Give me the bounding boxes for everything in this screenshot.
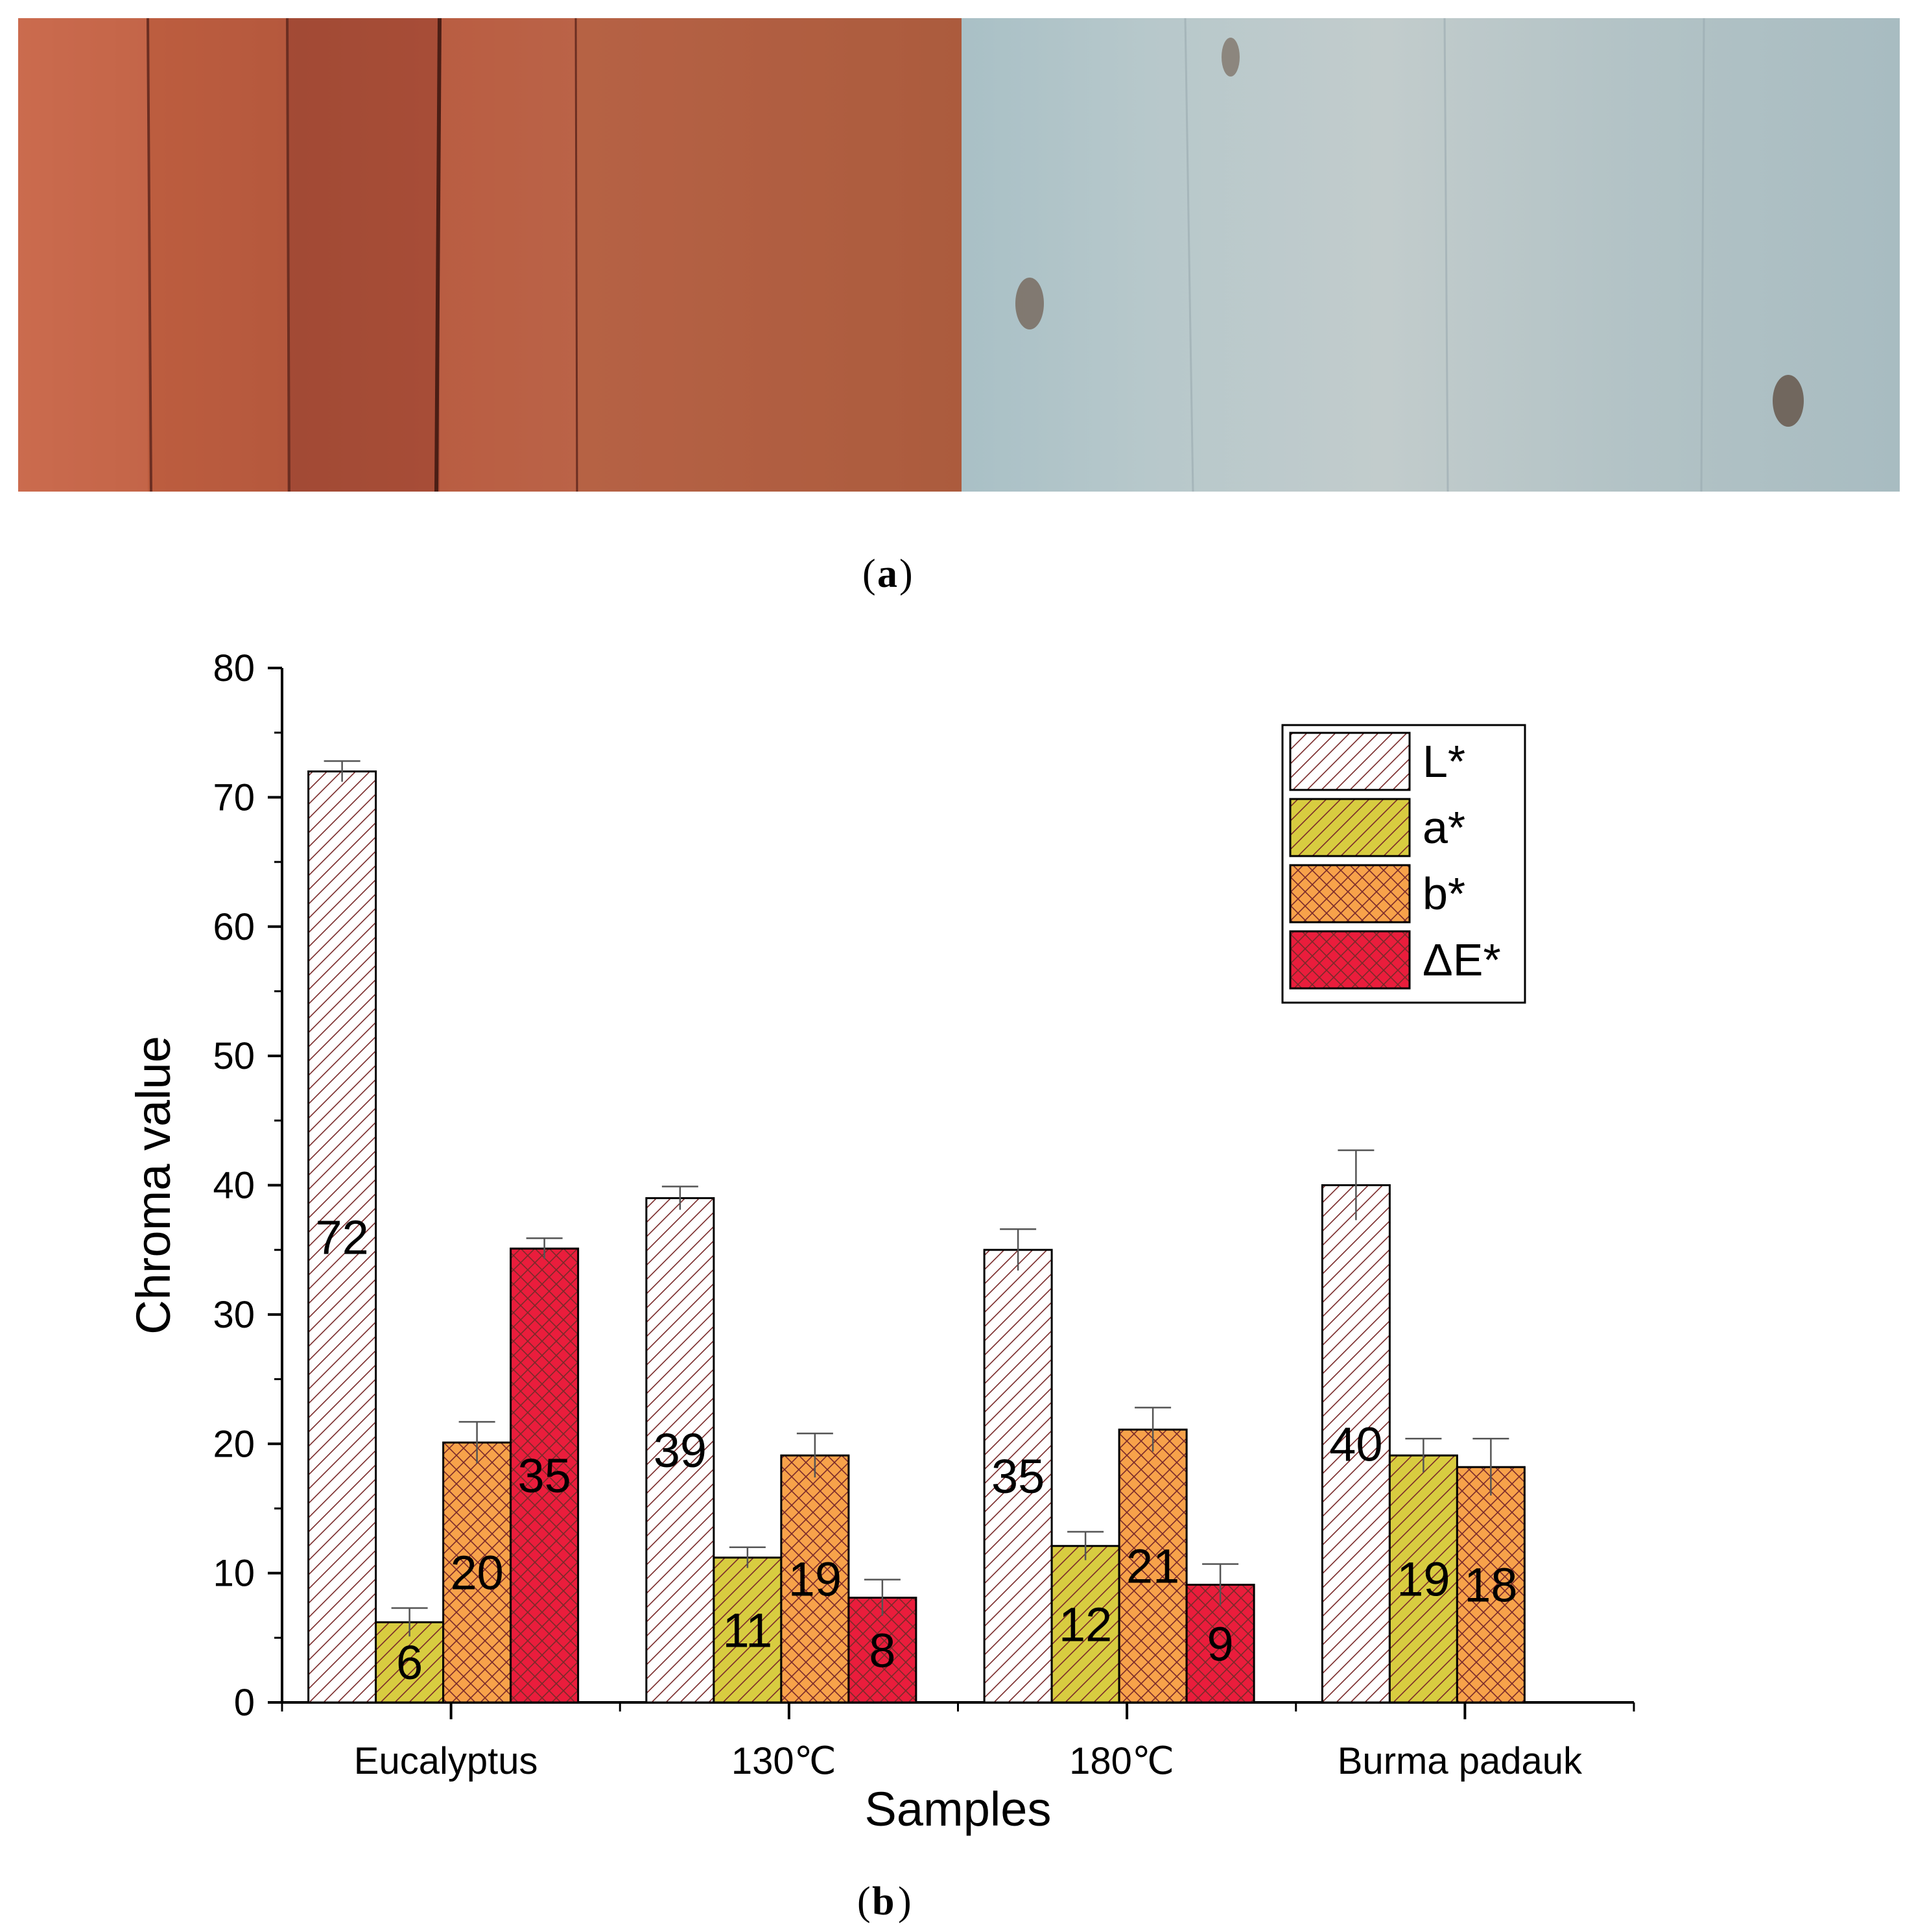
legend-label-dE: ΔE* — [1423, 935, 1501, 985]
legend-swatch-b — [1289, 864, 1411, 924]
legend-label-a: a* — [1423, 802, 1465, 853]
bar-data-label: 6 — [396, 1636, 423, 1689]
y-axis-title: Chroma value — [126, 1036, 180, 1335]
bar-L — [983, 1248, 1053, 1704]
y-tick-label: 0 — [234, 1682, 255, 1724]
bar-data-label: 35 — [991, 1449, 1045, 1503]
bar-b — [1118, 1428, 1188, 1704]
y-tick-label: 20 — [213, 1423, 255, 1465]
bar-a — [713, 1556, 783, 1704]
bar-data-label: 9 — [1207, 1617, 1234, 1671]
legend-swatch-L — [1289, 732, 1411, 791]
panel-a-label: a — [877, 552, 897, 596]
bar-data-label: 72 — [315, 1210, 368, 1264]
x-axis-title: Samples — [865, 1782, 1052, 1836]
bar-data-label: 11 — [722, 1603, 772, 1657]
svg-text:(: ( — [857, 1879, 871, 1924]
y-tick-label: 10 — [213, 1553, 255, 1595]
svg-text:): ) — [898, 1879, 912, 1924]
bar-b — [1456, 1466, 1526, 1704]
bar-data-label: 12 — [1059, 1597, 1112, 1651]
legend-label-L: L* — [1423, 736, 1465, 787]
x-tick-label: Burma padauk — [1338, 1740, 1583, 1782]
bar-data-label: 8 — [869, 1623, 895, 1677]
panel-a-caption: ( a ) — [862, 552, 913, 596]
bar-dE — [510, 1247, 580, 1704]
x-tick-label: Eucalyptus — [354, 1740, 538, 1782]
wood-sample-photos — [18, 18, 1900, 492]
bar-data-label: 18 — [1464, 1558, 1517, 1612]
legend-swatch-a — [1289, 798, 1411, 857]
y-tick-label: 80 — [213, 647, 255, 689]
x-tick-label: 130℃ — [731, 1740, 836, 1782]
red-wood-photo — [18, 18, 962, 492]
svg-text:): ) — [899, 552, 913, 596]
bar-data-label: 19 — [1397, 1553, 1450, 1606]
bar-data-label: 39 — [654, 1424, 707, 1477]
y-tick-label: 50 — [213, 1035, 255, 1077]
grey-wood-photo — [962, 18, 1900, 492]
bar-data-label: 40 — [1329, 1417, 1382, 1471]
x-tick-label: 180℃ — [1069, 1740, 1174, 1782]
bar-a — [1050, 1545, 1120, 1704]
panel-b-label: b — [872, 1879, 894, 1924]
svg-text:(: ( — [862, 552, 876, 596]
y-tick-label: 40 — [213, 1165, 255, 1207]
bar-L — [307, 770, 377, 1704]
bar-L — [645, 1197, 715, 1704]
panel-b-caption: ( b ) — [857, 1879, 912, 1924]
bar-data-label: 20 — [450, 1546, 503, 1600]
legend-swatch-dE — [1289, 930, 1411, 990]
legend-label-b: b* — [1423, 868, 1465, 919]
bar-data-label: 19 — [788, 1553, 842, 1606]
y-tick-label: 30 — [213, 1294, 255, 1336]
bar-data-label: 35 — [517, 1449, 571, 1503]
y-tick-label: 60 — [213, 906, 255, 948]
bar-b — [780, 1454, 850, 1704]
bar-data-label: 21 — [1126, 1540, 1179, 1593]
y-tick-label: 70 — [213, 776, 255, 818]
